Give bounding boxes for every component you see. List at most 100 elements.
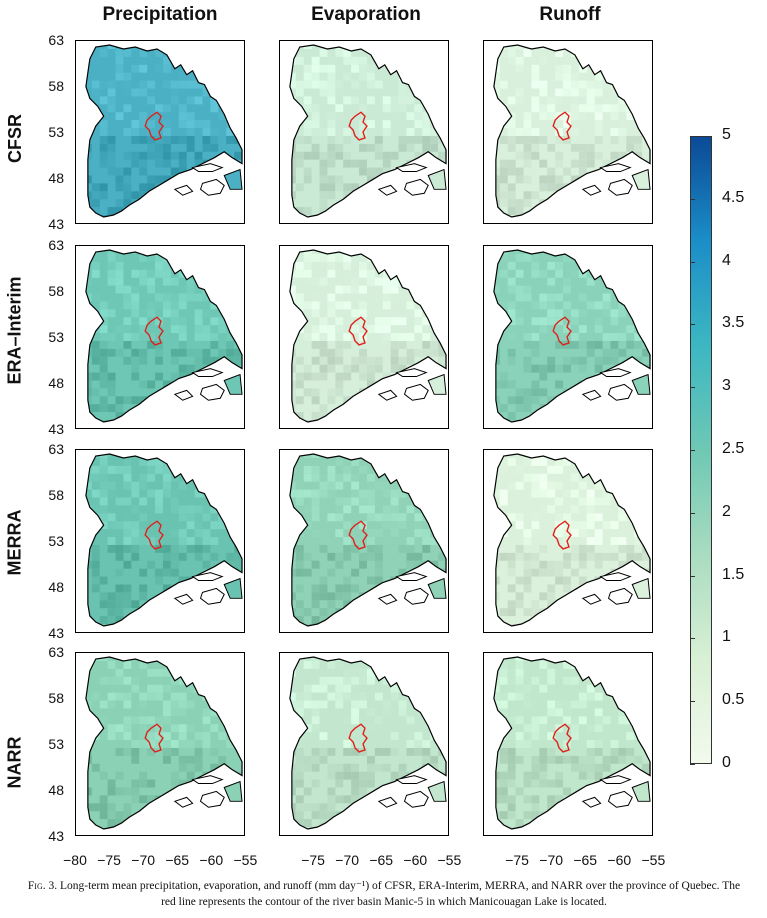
coastline-feature [583, 594, 601, 604]
coastline-feature [405, 179, 429, 195]
coastline-feature [201, 384, 225, 400]
coastline-feature [632, 579, 650, 599]
colorbar-tick: 2.5 [722, 440, 744, 458]
map-panel-erainterim-precipitation [75, 245, 245, 429]
map-panel-narr-evaporation [279, 652, 449, 836]
longitude-tick: −65 [567, 852, 603, 868]
longitude-tick: −70 [329, 852, 365, 868]
longitude-tick: −65 [363, 852, 399, 868]
column-title-runoff: Runoff [485, 4, 655, 26]
latitude-tick: 58 [34, 487, 64, 503]
map-panel-cfsr-precipitation [75, 40, 245, 224]
quebec-map [280, 246, 448, 428]
map-panel-cfsr-runoff [483, 40, 653, 224]
coastline-feature [632, 782, 650, 802]
coastline-feature [175, 797, 193, 807]
latitude-tick: 53 [34, 329, 64, 345]
map-panel-merra-runoff [483, 449, 653, 633]
colorbar-tick-mark [690, 764, 695, 765]
coastline-feature [201, 791, 225, 807]
latitude-tick: 48 [34, 579, 64, 595]
latitude-tick: 63 [34, 237, 64, 253]
longitude-tick: −60 [397, 852, 433, 868]
colorbar-tick-mark [690, 262, 695, 263]
longitude-tick: −55 [431, 852, 467, 868]
quebec-map [76, 41, 244, 223]
coastline-feature [428, 170, 446, 190]
coastline-feature [428, 375, 446, 395]
coastline-feature [632, 375, 650, 395]
coastline-feature [428, 579, 446, 599]
coastline-feature [201, 179, 225, 195]
coastline-feature [175, 185, 193, 195]
row-label-era-interim: ERA–Interim [0, 280, 30, 380]
latitude-tick: 63 [34, 441, 64, 457]
quebec-map [280, 41, 448, 223]
coastline-feature [428, 782, 446, 802]
figure-caption: Fig. 3. Long-term mean precipitation, ev… [24, 878, 744, 910]
colorbar-tick-mark [690, 701, 695, 702]
colorbar-tick-mark [690, 576, 695, 577]
colorbar-tick: 0 [722, 754, 731, 772]
coastline-feature [379, 185, 397, 195]
longitude-tick: −80 [57, 852, 93, 868]
quebec-map [484, 41, 652, 223]
latitude-tick: 58 [34, 690, 64, 706]
quebec-map [484, 450, 652, 632]
coastline-feature [609, 588, 633, 604]
coastline-feature [224, 579, 242, 599]
colorbar-tick-mark [690, 387, 695, 388]
coastline-feature [175, 594, 193, 604]
longitude-tick: −65 [159, 852, 195, 868]
figure-label: Fig. 3. [28, 880, 57, 892]
colorbar-tick-mark [690, 136, 695, 137]
colorbar-tick: 0.5 [722, 691, 744, 709]
latitude-tick: 53 [34, 736, 64, 752]
map-panel-narr-precipitation [75, 652, 245, 836]
quebec-map [76, 450, 244, 632]
longitude-tick: −60 [193, 852, 229, 868]
coastline-feature [224, 375, 242, 395]
quebec-map [484, 246, 652, 428]
latitude-tick: 48 [34, 375, 64, 391]
latitude-tick: 43 [34, 828, 64, 844]
row-label-narr: NARR [0, 712, 30, 812]
coastline-feature [379, 390, 397, 400]
colorbar-tick: 1 [722, 628, 731, 646]
longitude-tick: −55 [635, 852, 671, 868]
coastline-feature [201, 588, 225, 604]
coastline-feature [175, 390, 193, 400]
colorbar-tick: 5 [722, 126, 731, 144]
column-title-evaporation: Evaporation [281, 4, 451, 26]
quebec-map [484, 653, 652, 835]
colorbar-tick-mark [690, 450, 695, 451]
latitude-tick: 63 [34, 644, 64, 660]
map-panel-erainterim-evaporation [279, 245, 449, 429]
coastline-feature [609, 179, 633, 195]
coastline-feature [405, 791, 429, 807]
column-title-precipitation: Precipitation [75, 4, 245, 26]
coastline-feature [632, 170, 650, 190]
coastline-feature [609, 384, 633, 400]
colorbar-tick-mark [690, 513, 695, 514]
map-panel-merra-precipitation [75, 449, 245, 633]
latitude-tick: 43 [34, 625, 64, 641]
longitude-tick: −60 [601, 852, 637, 868]
quebec-map [76, 246, 244, 428]
map-panel-cfsr-evaporation [279, 40, 449, 224]
coastline-feature [609, 791, 633, 807]
colorbar-tick-mark [690, 638, 695, 639]
colorbar-tick: 3 [722, 377, 731, 395]
longitude-tick: −75 [295, 852, 331, 868]
row-label-merra: MERRA [0, 492, 30, 592]
colorbar-tick-mark [690, 324, 695, 325]
caption-text: Long-term mean precipitation, evaporatio… [57, 880, 740, 908]
row-label-cfsr: CFSR [0, 88, 30, 188]
coastline-feature [379, 797, 397, 807]
latitude-tick: 43 [34, 421, 64, 437]
coastline-feature [405, 588, 429, 604]
latitude-tick: 48 [34, 170, 64, 186]
colorbar-tick: 1.5 [722, 566, 744, 584]
coastline-feature [405, 384, 429, 400]
longitude-tick: −75 [91, 852, 127, 868]
